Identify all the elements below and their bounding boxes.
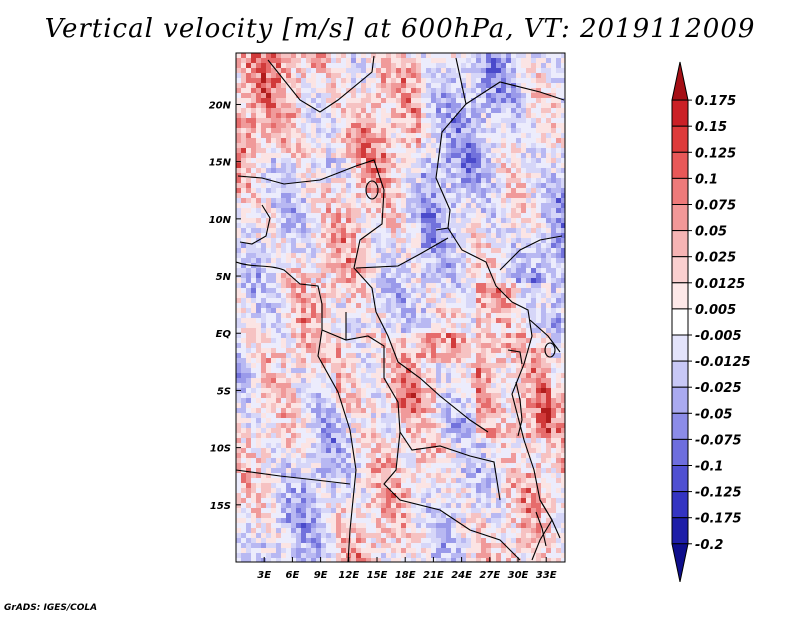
map-frame — [235, 52, 566, 563]
lat-tick-label: 10S — [210, 444, 231, 455]
colorbar-label: 0.15 — [695, 120, 727, 135]
colorbar-swatch — [671, 230, 689, 258]
colorbar-swatch — [671, 177, 689, 205]
colorbar-swatch — [671, 517, 689, 545]
lon-tick-label: 12E — [338, 570, 359, 581]
colorbar-swatch — [671, 151, 689, 179]
lon-tick-label: 33E — [536, 570, 557, 581]
lon-tick-label: 27E — [479, 570, 500, 581]
colorbar-label: 0.05 — [695, 225, 727, 240]
colorbar-swatch — [671, 308, 689, 336]
lon-tick-label: 18E — [395, 570, 416, 581]
colorbar-label: -0.2 — [695, 538, 723, 553]
colorbar-label: 0.1 — [695, 172, 718, 187]
colorbar-label: 0.125 — [695, 146, 736, 161]
lon-tick-label: 6E — [286, 570, 300, 581]
axis-ticks: 20N 15N 10N 5N EQ 5S 10S 15S 3E 6E 9E 12E 15E 18E 21E 2… — [209, 100, 557, 581]
colorbar-label: 0.175 — [695, 94, 736, 109]
colorbar-swatch — [671, 204, 689, 232]
colorbar-label: -0.0125 — [695, 355, 751, 370]
colorbar-swatch — [671, 386, 689, 414]
colorbar-bottom-arrow — [671, 543, 689, 583]
colorbar-label: -0.125 — [695, 486, 742, 501]
colorbar-swatch — [671, 99, 689, 127]
lat-tick-label: 15S — [210, 501, 231, 512]
colorbar-swatch — [671, 282, 689, 310]
colorbar: 0.175 0.15 0.125 0.1 0.075 0.05 0.025 0.0125 0.0… — [671, 61, 751, 583]
colorbar-swatch — [671, 125, 689, 153]
colorbar-swatch — [671, 465, 689, 493]
colorbar-label: -0.1 — [695, 460, 723, 475]
colorbar-label: 0.025 — [695, 251, 736, 266]
velocity-field — [236, 53, 565, 562]
colorbar-label: -0.05 — [695, 407, 732, 422]
lat-tick-label: 20N — [209, 100, 232, 111]
lon-tick-label: 9E — [314, 570, 328, 581]
colorbar-label: 0.005 — [695, 303, 736, 318]
colorbar-swatch — [671, 256, 689, 284]
lat-tick-label: 10N — [209, 215, 232, 226]
country-borders — [236, 55, 565, 562]
colorbar-label: -0.075 — [695, 433, 742, 448]
colorbar-swatch — [671, 438, 689, 466]
colorbar-swatch — [671, 360, 689, 388]
lat-tick-label: 5S — [217, 386, 231, 397]
colorbar-label: -0.005 — [695, 329, 742, 344]
lat-tick-label: EQ — [216, 329, 232, 340]
lon-tick-label: 30E — [508, 570, 529, 581]
colorbar-label: -0.025 — [695, 381, 742, 396]
colorbar-swatch — [671, 491, 689, 519]
chart-title: Vertical velocity [m/s] at 600hPa, VT: 2… — [44, 14, 756, 44]
lon-tick-label: 3E — [257, 570, 271, 581]
colorbar-swatch — [671, 334, 689, 362]
lon-tick-label: 15E — [367, 570, 388, 581]
lat-tick-label: 15N — [209, 158, 232, 169]
colorbar-label: 0.075 — [695, 199, 736, 214]
lon-tick-label: 21E — [423, 570, 444, 581]
colorbar-label: -0.175 — [695, 512, 742, 527]
grads-credit: GrADS: IGES/COLA — [4, 603, 98, 613]
lake-outlines — [365, 180, 556, 547]
colorbar-label: 0.0125 — [695, 277, 745, 292]
colorbar-top-arrow — [671, 61, 689, 101]
lat-tick-label: 5N — [216, 272, 232, 283]
lon-tick-label: 24E — [451, 570, 472, 581]
colorbar-swatch — [671, 412, 689, 440]
